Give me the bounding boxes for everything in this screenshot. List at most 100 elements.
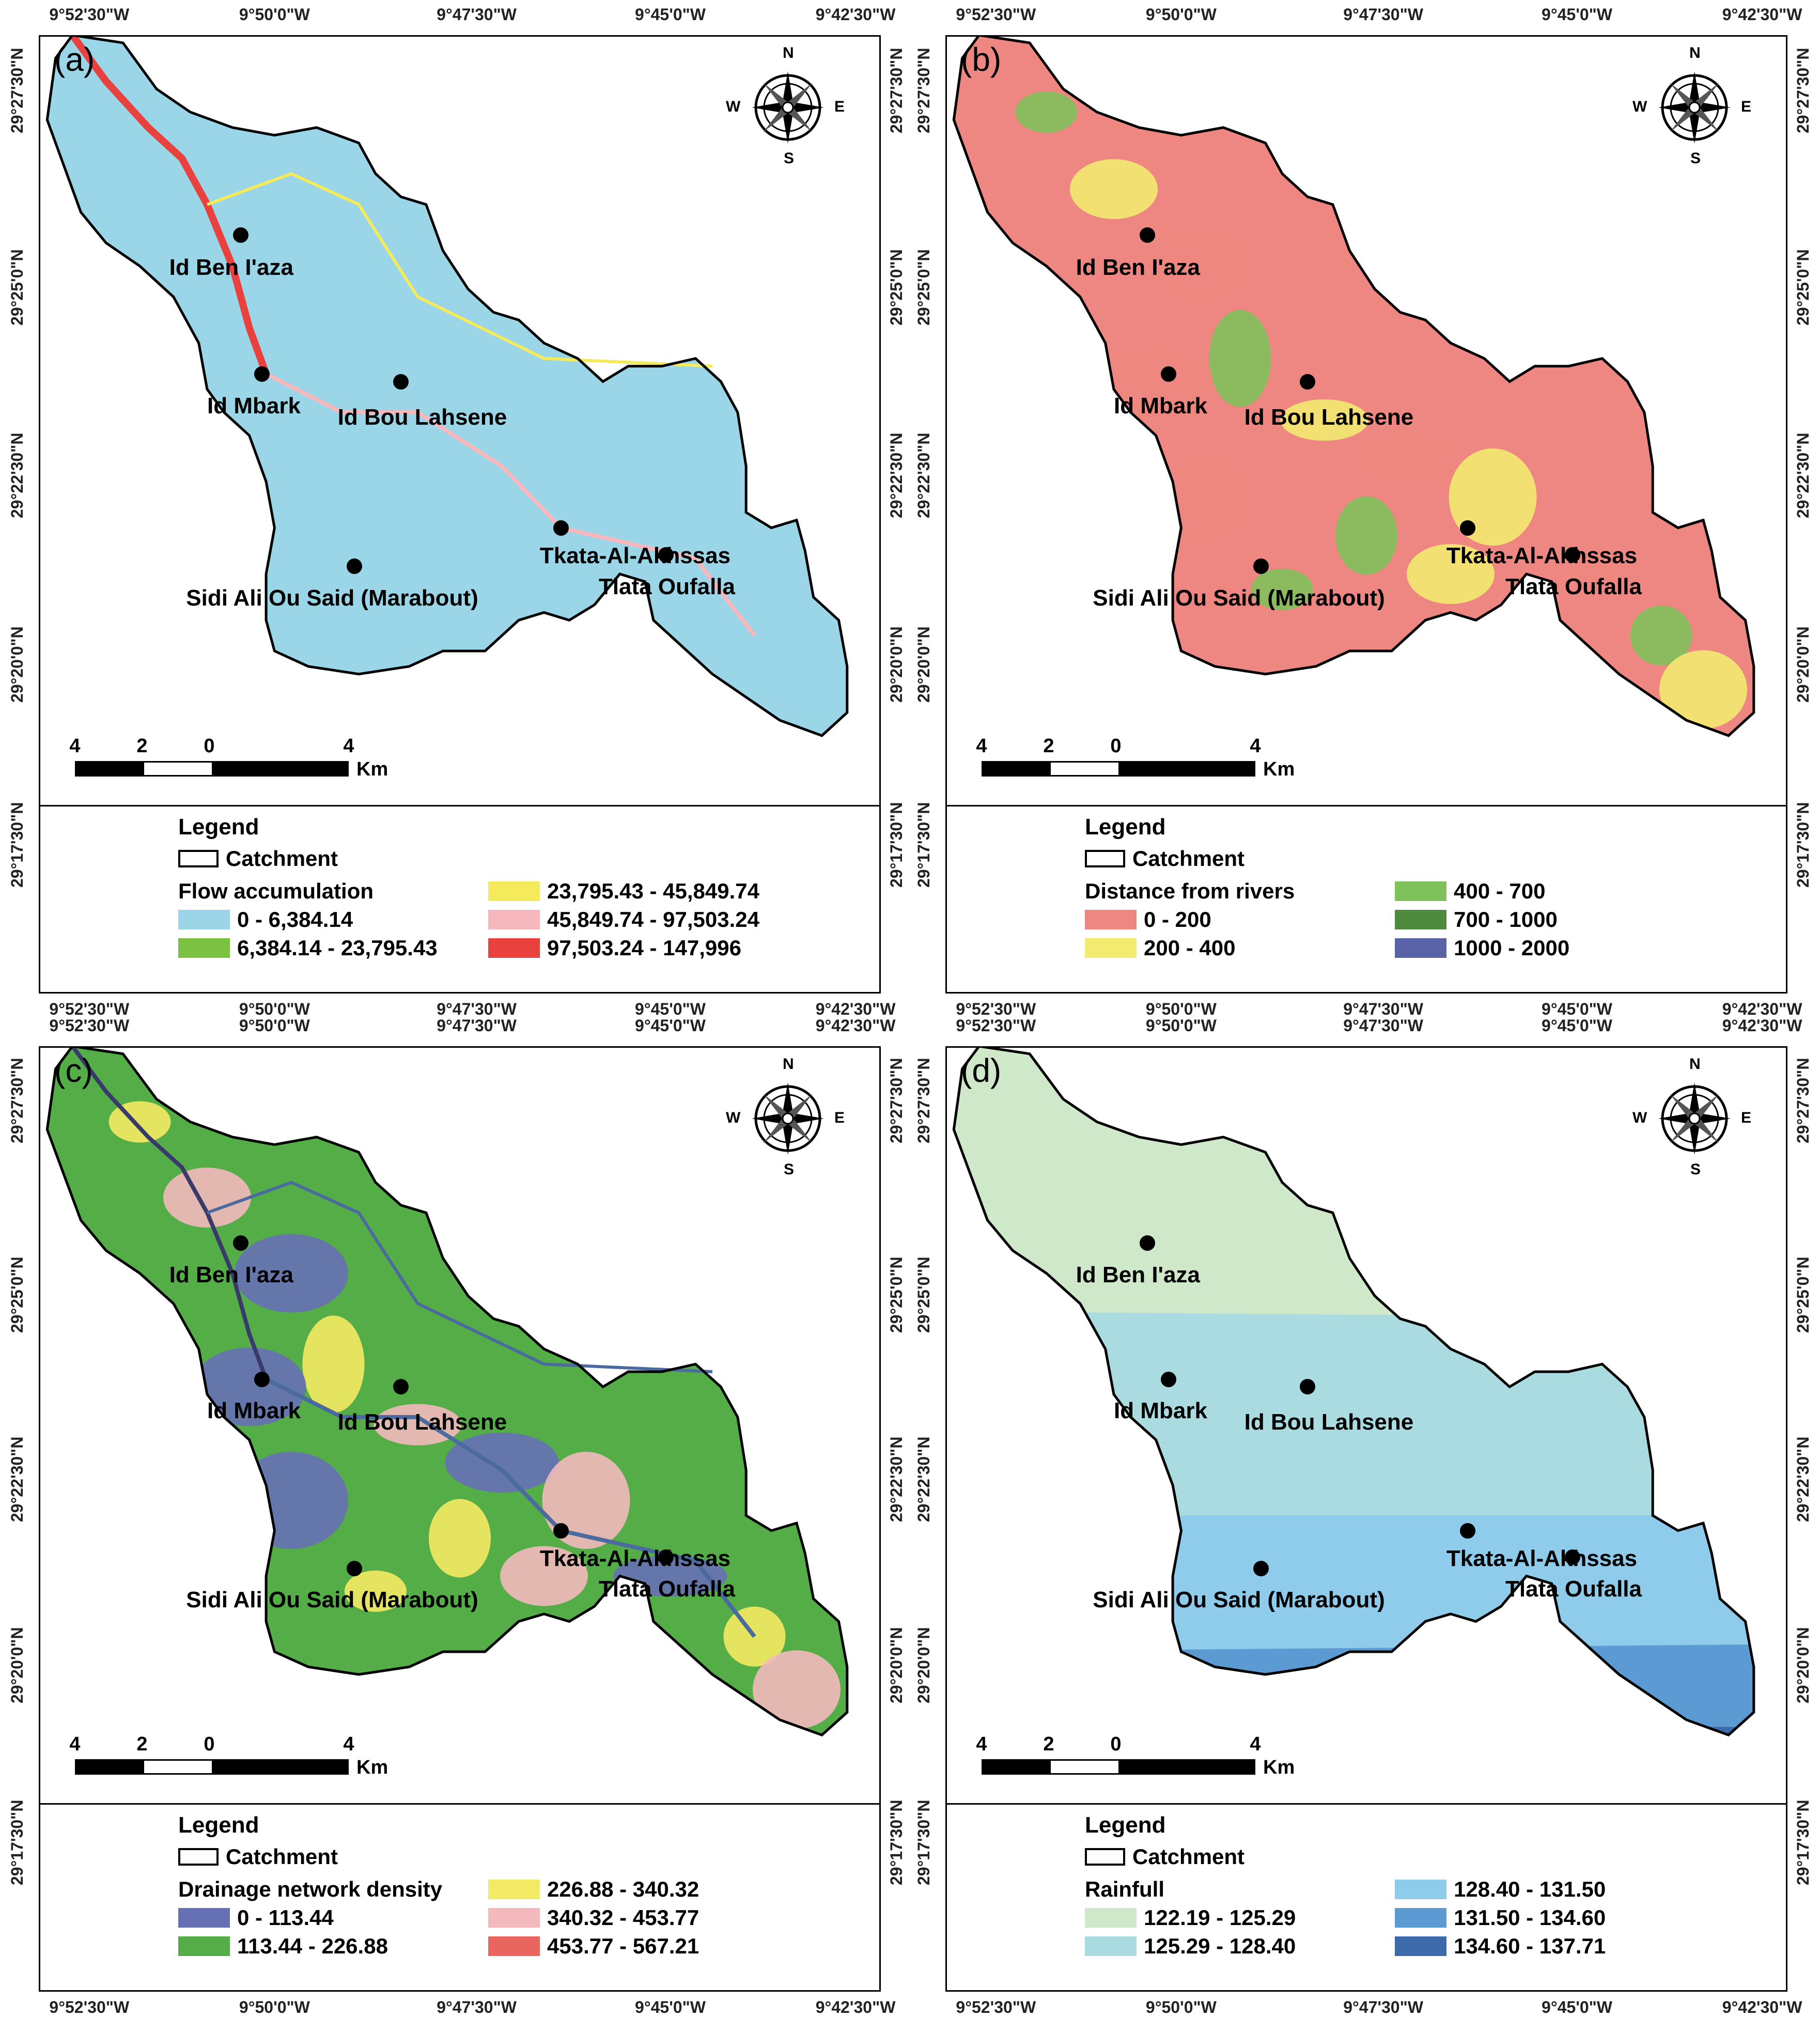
legend-class-item: 0 - 6,384.14 bbox=[178, 907, 353, 932]
north-arrow-compass: N S E W bbox=[1632, 44, 1751, 167]
legend-class-item: 453.77 - 567.21 bbox=[488, 1934, 699, 1959]
place-marker bbox=[1565, 547, 1581, 563]
scale-tick-label: 4 bbox=[69, 1733, 81, 1755]
longitude-tick-label: 9°50'0"W bbox=[239, 1016, 310, 1035]
latitude-tick-label: 29°20'0"N bbox=[887, 1627, 906, 1704]
latitude-tick-label: 29°17'30"N bbox=[914, 802, 933, 888]
class-patch bbox=[445, 1432, 559, 1493]
place-label: Id Bou Lahsene bbox=[1244, 405, 1414, 430]
legend-class-item: 6,384.14 - 23,795.43 bbox=[178, 936, 438, 960]
panel-label: (d) bbox=[961, 1052, 1002, 1089]
legend-catchment: Catchment bbox=[178, 1844, 338, 1869]
place-marker bbox=[1253, 558, 1269, 575]
catchment-swatch bbox=[1085, 850, 1125, 867]
scale-tick-label: 0 bbox=[204, 1733, 215, 1755]
legend-class-item: 45,849.74 - 97,503.24 bbox=[488, 907, 759, 932]
latitude-tick-label: 29°25'0"N bbox=[887, 249, 906, 325]
catchment-map bbox=[45, 1046, 849, 1737]
tributary-river bbox=[265, 1377, 756, 1638]
legend-class-label: 340.32 - 453.77 bbox=[547, 1905, 699, 1930]
legend-catchment-label: Catchment bbox=[1132, 1844, 1245, 1869]
class-patch bbox=[1141, 227, 1255, 305]
compass-w: W bbox=[1632, 98, 1647, 115]
map-panel-b: (b) Id Ben I'aza Id Mbark Id Bou Lahsene Tka… bbox=[914, 5, 1812, 1018]
class-patch bbox=[1099, 342, 1213, 421]
latitude-tick-label: 29°20'0"N bbox=[8, 1627, 26, 1704]
catchment-swatch bbox=[178, 1848, 219, 1866]
catchment-map bbox=[45, 35, 849, 737]
north-arrow-compass: N S E W bbox=[726, 44, 845, 167]
legend-class-label: 1000 - 2000 bbox=[1454, 936, 1570, 960]
legend-class-label: 97,503.24 - 147,996 bbox=[547, 936, 741, 960]
place-label: Sidi Ali Ou Said (Marabout) bbox=[1093, 1587, 1385, 1613]
scale-tick-label: 4 bbox=[976, 735, 987, 757]
legend-swatch bbox=[488, 1936, 540, 1956]
latitude-tick-label: 29°27'30"N bbox=[914, 48, 933, 133]
legend-class-label: 6,384.14 - 23,795.43 bbox=[237, 936, 438, 960]
panel-label: (c) bbox=[54, 1052, 93, 1089]
longitude-tick-label: 9°47'30"W bbox=[1343, 1016, 1423, 1035]
legend-swatch bbox=[1395, 910, 1446, 929]
latitude-tick-label: 29°17'30"N bbox=[887, 802, 906, 888]
class-patch bbox=[429, 1499, 491, 1578]
legend-swatch bbox=[1085, 938, 1137, 958]
class-patch bbox=[302, 1315, 365, 1413]
place-label: Sidi Ali Ou Said (Marabout) bbox=[1093, 585, 1385, 611]
scale-tick-label: 2 bbox=[136, 1733, 148, 1755]
longitude-tick-label: 9°50'0"W bbox=[1145, 1016, 1217, 1035]
legend-catchment-label: Catchment bbox=[1132, 846, 1245, 871]
longitude-tick-label: 9°42'30"W bbox=[1722, 1016, 1802, 1035]
north-arrow-compass: N S E W bbox=[1632, 1056, 1751, 1178]
latitude-tick-label: 29°27'30"N bbox=[887, 1058, 906, 1144]
legend-swatch bbox=[488, 881, 540, 901]
place-marker bbox=[553, 520, 569, 536]
legend-swatch bbox=[488, 1880, 540, 1899]
class-patch bbox=[1251, 568, 1313, 610]
scale-bar-segments bbox=[982, 761, 1255, 777]
legend-subtitle: Distance from rivers bbox=[1085, 879, 1295, 903]
legend-catchment-label: Catchment bbox=[226, 1844, 338, 1869]
legend-class-item: 226.88 - 340.32 bbox=[488, 1877, 699, 1902]
class-patch bbox=[235, 1234, 348, 1313]
scale-tick-label: 0 bbox=[204, 735, 215, 757]
place-label: Sidi Ali Ou Said (Marabout) bbox=[186, 1587, 478, 1613]
latitude-tick-label: 29°27'30"N bbox=[8, 48, 26, 133]
legend-class-item: 200 - 400 bbox=[1085, 936, 1235, 960]
place-marker bbox=[393, 374, 409, 390]
latitude-tick-label: 29°22'30"N bbox=[8, 1436, 26, 1522]
place-marker bbox=[254, 1371, 270, 1387]
class-patch bbox=[163, 159, 251, 219]
legend-class-label: 226.88 - 340.32 bbox=[547, 1877, 699, 1901]
legend-subtitle: Flow accumulation bbox=[178, 879, 374, 903]
compass-s: S bbox=[784, 150, 795, 167]
legend-swatch bbox=[1395, 938, 1446, 958]
map-panel-a: (a) Id Ben I'aza Id Mbark Id Bou Lahsene Tka… bbox=[8, 5, 906, 1018]
legend-class-item: 131.50 - 134.60 bbox=[1395, 1905, 1606, 1930]
place-label: Id Bou Lahsene bbox=[337, 1409, 507, 1435]
class-patch bbox=[235, 448, 348, 546]
legend-class-label: 0 - 200 bbox=[1144, 907, 1211, 932]
longitude-tick-label: 9°47'30"W bbox=[1343, 1998, 1423, 2016]
longitude-tick-label: 9°47'30"W bbox=[437, 1998, 517, 2016]
class-patch bbox=[753, 650, 841, 729]
legend-class-label: 453.77 - 567.21 bbox=[547, 1934, 699, 1958]
legend-class-item: 0 - 200 bbox=[1085, 907, 1211, 932]
panel-label: (a) bbox=[54, 41, 95, 78]
place-marker bbox=[1459, 1523, 1475, 1539]
longitude-tick-label: 9°42'30"W bbox=[815, 1016, 896, 1035]
scale-unit: Km bbox=[1263, 758, 1295, 780]
latitude-tick-label: 29°20'0"N bbox=[914, 626, 933, 703]
legend-class-label: 700 - 1000 bbox=[1454, 907, 1558, 932]
class-patch bbox=[1659, 650, 1747, 729]
class-patch bbox=[235, 227, 348, 305]
map-panel-c: (c) Id Ben I'aza Id Mbark Id Bou Lahsene Tka… bbox=[8, 1016, 906, 2016]
panel-label: (b) bbox=[961, 41, 1002, 78]
class-patch bbox=[163, 1168, 251, 1228]
scale-bar: 4 2 0 4 Km bbox=[59, 1733, 400, 1790]
scale-tick-label: 2 bbox=[1043, 735, 1054, 757]
longitude-tick-label: 9°45'0"W bbox=[1542, 5, 1612, 24]
class-patch bbox=[1407, 544, 1495, 604]
longitude-tick-label: 9°52'30"W bbox=[956, 1000, 1036, 1018]
place-marker bbox=[393, 1379, 409, 1395]
scale-tick-label: 4 bbox=[1250, 735, 1261, 757]
